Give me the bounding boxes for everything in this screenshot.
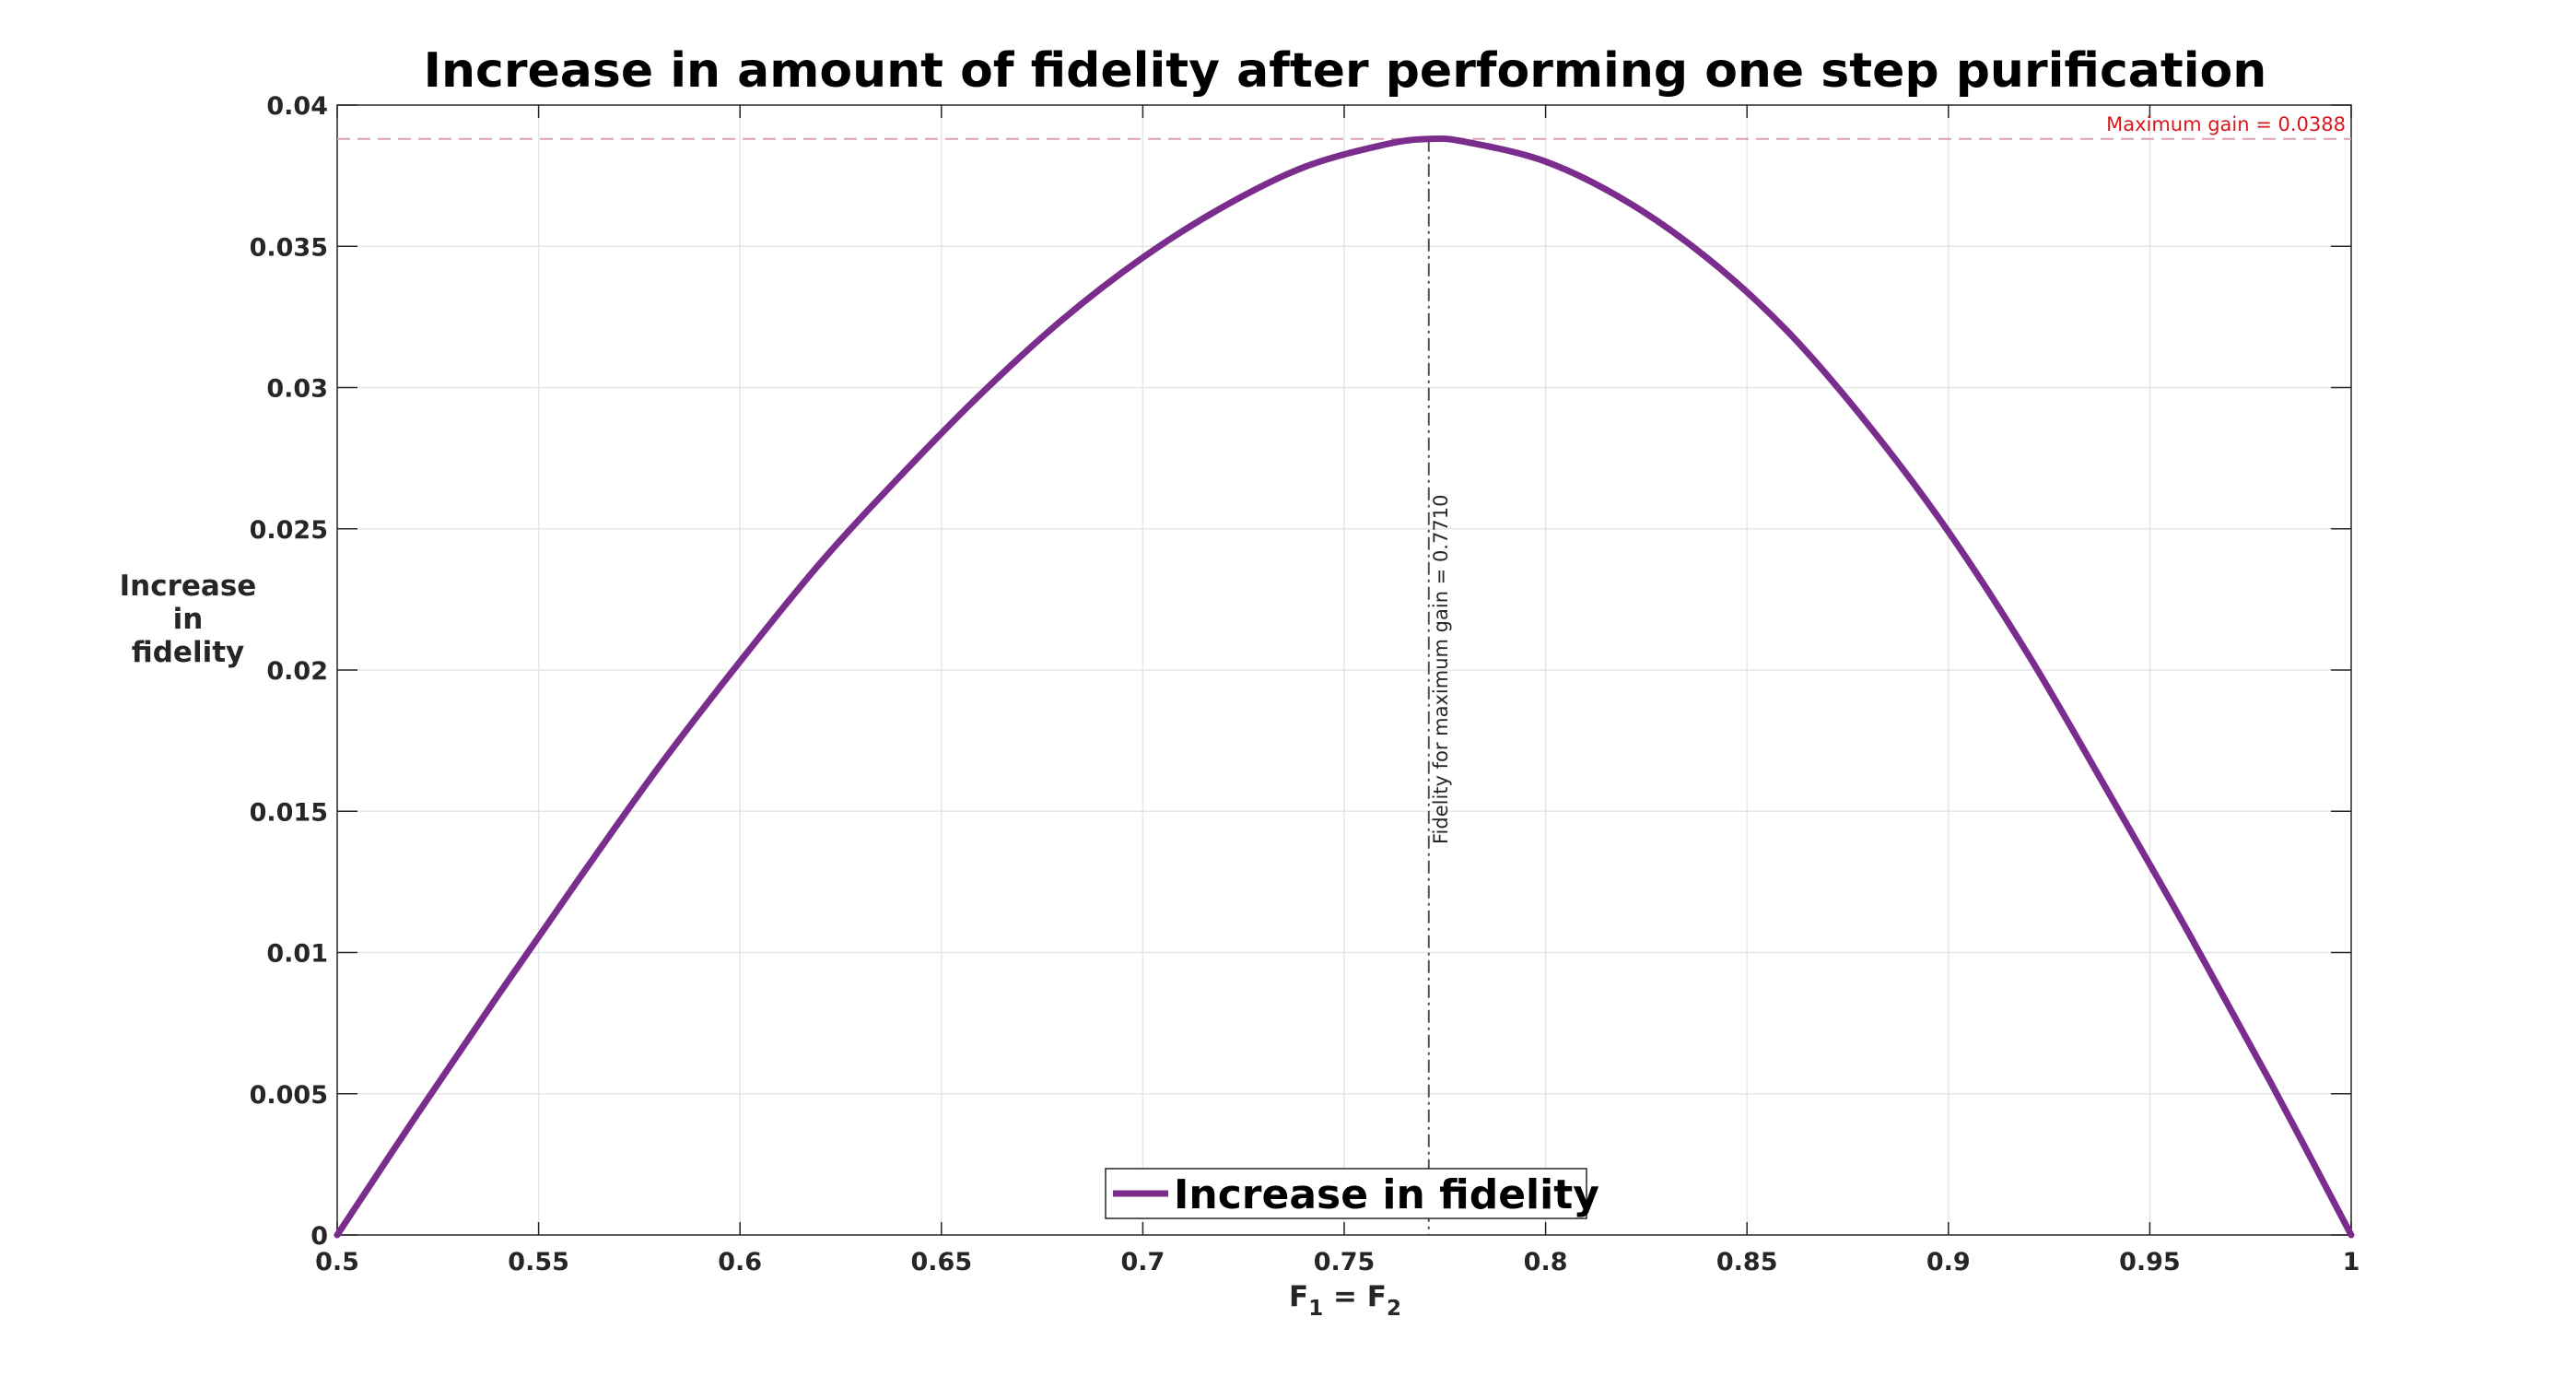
- y-tick-label: 0.015: [250, 798, 328, 827]
- y-tick-label: 0.005: [250, 1081, 328, 1110]
- x-tick-label: 0.8: [1524, 1248, 1568, 1276]
- fidelity-label: Fidelity for maximum gain = 0.7710: [1430, 495, 1452, 844]
- y-tick-label: 0: [310, 1222, 328, 1251]
- svg-text:F1 = F2: F1 = F2: [1289, 1280, 1401, 1321]
- y-axis-label-line-3: fidelity: [132, 636, 244, 669]
- x-tick-label: 0.6: [718, 1248, 762, 1276]
- x-axis-label-sub-2: 2: [1387, 1297, 1401, 1321]
- grid: [337, 105, 2351, 1235]
- chart-title: Increase in amount of fidelity after per…: [424, 43, 2267, 99]
- x-tick-label: 0.9: [1926, 1248, 1971, 1276]
- y-tick-label: 0.04: [266, 92, 328, 121]
- x-tick-label: 0.7: [1120, 1248, 1165, 1276]
- legend-box: [1105, 1168, 1587, 1219]
- y-tick-label: 0.035: [250, 233, 328, 262]
- y-axis-label-line-1: Increase: [120, 570, 257, 603]
- y-tick-label: 0.03: [266, 375, 328, 404]
- y-tick-labels: 0 0.005 0.01 0.015 0.02 0.025 0.03 0.035 0.04: [250, 92, 328, 1251]
- y-tick-label: 0.01: [266, 940, 328, 969]
- x-tick-label: 0.85: [1716, 1248, 1778, 1276]
- max-gain-label: Maximum gain = 0.0388: [2106, 113, 2346, 135]
- x-tick-label: 0.95: [2119, 1248, 2181, 1276]
- x-tick-label: 0.5: [315, 1248, 359, 1276]
- y-tick-label: 0.025: [250, 516, 328, 545]
- x-tick-label: 1: [2343, 1248, 2360, 1276]
- x-tick-label: 0.55: [508, 1248, 569, 1276]
- y-axis-label: Increase in fidelity: [120, 570, 257, 669]
- x-axis-label: F1 = F2: [1289, 1280, 1401, 1321]
- x-axis-label-base-1: F: [1289, 1280, 1308, 1313]
- legend-label: Increase in fidelity: [1174, 1171, 1599, 1218]
- y-tick-label: 0.02: [266, 657, 328, 686]
- x-axis-label-equals: =: [1323, 1280, 1367, 1313]
- x-tick-labels: 0.5 0.55 0.6 0.65 0.7 0.75 0.8 0.85 0.9 0.95 1: [315, 1248, 2359, 1276]
- x-tick-label: 0.75: [1314, 1248, 1376, 1276]
- x-tick-label: 0.65: [910, 1248, 972, 1276]
- x-axis-label-sub-1: 1: [1308, 1297, 1323, 1321]
- series-line-increase-in-fidelity: [334, 135, 2355, 1239]
- y-axis-label-line-2: in: [173, 603, 204, 636]
- legend: Increase in fidelity: [1105, 1168, 1599, 1219]
- x-axis-label-base-2: F: [1367, 1280, 1387, 1313]
